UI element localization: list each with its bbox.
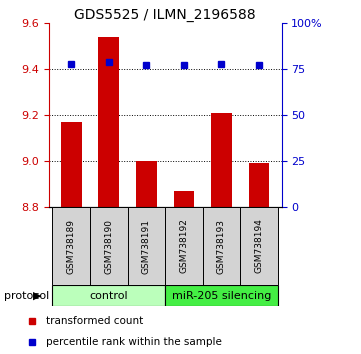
Bar	[203, 207, 240, 285]
Text: GSM738191: GSM738191	[142, 218, 151, 274]
Bar	[90, 207, 127, 285]
Text: GSM738189: GSM738189	[67, 218, 76, 274]
Bar	[174, 191, 194, 207]
Bar	[211, 113, 232, 207]
Bar	[61, 122, 82, 207]
Title: GDS5525 / ILMN_2196588: GDS5525 / ILMN_2196588	[74, 8, 256, 22]
Text: GSM738193: GSM738193	[217, 218, 226, 274]
Bar	[99, 37, 119, 207]
Bar	[52, 207, 90, 285]
Bar	[165, 207, 203, 285]
Text: ▶: ▶	[33, 291, 42, 301]
Bar	[52, 285, 165, 306]
Text: control: control	[90, 291, 128, 301]
Bar	[165, 285, 278, 306]
Text: percentile rank within the sample: percentile rank within the sample	[46, 337, 222, 347]
Text: miR-205 silencing: miR-205 silencing	[172, 291, 271, 301]
Bar	[240, 207, 278, 285]
Bar	[127, 207, 165, 285]
Bar	[136, 161, 157, 207]
Text: protocol: protocol	[4, 291, 49, 301]
Bar	[249, 163, 269, 207]
Text: transformed count: transformed count	[46, 316, 144, 326]
Text: GSM738190: GSM738190	[104, 218, 113, 274]
Text: GSM738194: GSM738194	[255, 218, 264, 274]
Text: GSM738192: GSM738192	[179, 218, 188, 274]
